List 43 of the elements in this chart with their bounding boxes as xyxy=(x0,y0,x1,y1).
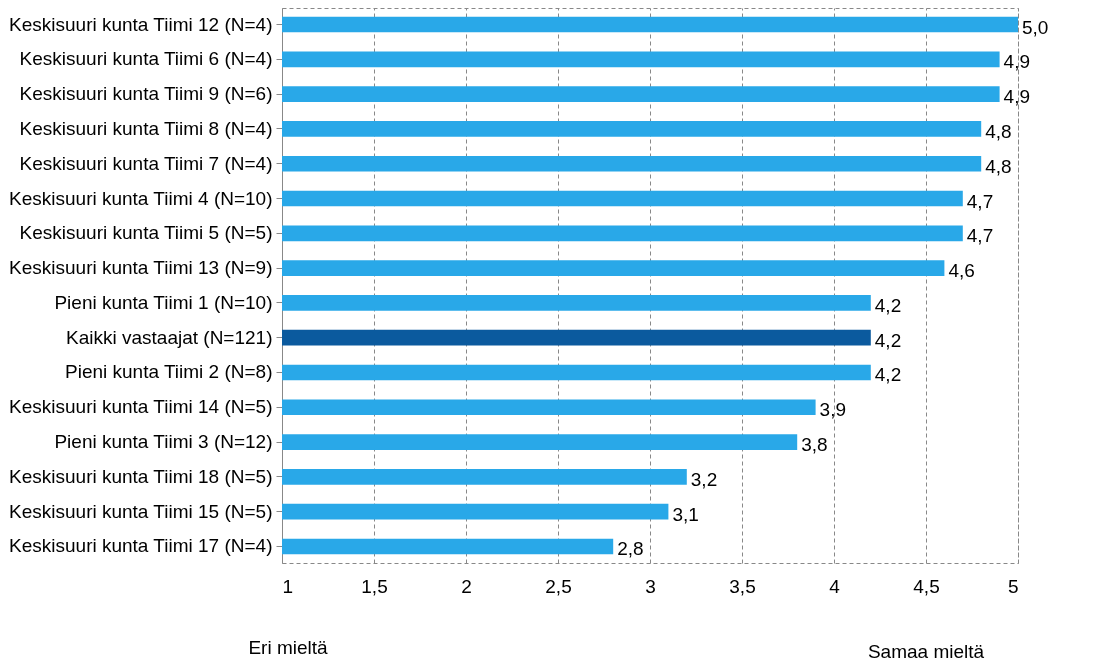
data-label: 4,9 xyxy=(1003,86,1031,108)
data-label: 4,7 xyxy=(966,190,994,212)
y-tick-label: Keskisuuri kunta Tiimi 4 (N=10) xyxy=(9,187,273,209)
data-label: 2,8 xyxy=(617,538,644,560)
data-label: 4,2 xyxy=(874,329,902,351)
y-tick-label: Keskisuuri kunta Tiimi 13 (N=9) xyxy=(9,257,273,279)
y-tick-label: Pieni kunta Tiimi 2 (N=8) xyxy=(65,361,273,383)
x-tick-label: 3 xyxy=(645,575,656,597)
x-tick-label: 4 xyxy=(829,575,841,597)
y-tick-label: Keskisuuri kunta Tiimi 8 (N=4) xyxy=(19,117,273,139)
x-tick-label: 2 xyxy=(461,575,472,597)
data-label: 3,9 xyxy=(819,399,847,421)
x-tick-label: 3,5 xyxy=(729,575,756,597)
y-tick-label: Kaikki vastaajat (N=121) xyxy=(66,326,273,348)
data-label: 3,1 xyxy=(672,503,699,525)
y-tick-label: Pieni kunta Tiimi 3 (N=12) xyxy=(54,431,273,453)
data-label: 4,7 xyxy=(966,225,994,247)
x-tick-label: 5 xyxy=(1007,575,1019,597)
data-label: 4,6 xyxy=(948,260,975,282)
data-label: 4,2 xyxy=(874,364,902,386)
data-label: 4,9 xyxy=(1003,51,1031,73)
data-label: 3,2 xyxy=(690,468,718,490)
y-tick-label: Keskisuuri kunta Tiimi 15 (N=5) xyxy=(9,500,273,522)
text: Samaa mieltä xyxy=(867,641,985,662)
y-tick-label: Keskisuuri kunta Tiimi 7 (N=4) xyxy=(19,152,273,174)
y-tick-label: Keskisuuri kunta Tiimi 12 (N=4) xyxy=(9,13,273,35)
y-tick-label: Keskisuuri kunta Tiimi 17 (N=4) xyxy=(9,535,273,557)
x-tick-label: 1,5 xyxy=(361,575,388,597)
y-tick-label: Keskisuuri kunta Tiimi 5 (N=5) xyxy=(19,222,273,244)
text: Eri mieltä xyxy=(248,637,329,658)
x-tick-label: 4,5 xyxy=(913,575,940,597)
y-tick-label: Keskisuuri kunta Tiimi 6 (N=4) xyxy=(19,48,273,70)
y-tick-label: Keskisuuri kunta Tiimi 18 (N=5) xyxy=(9,465,273,487)
y-tick-label: Keskisuuri kunta Tiimi 14 (N=5) xyxy=(9,396,273,418)
data-label: 4,8 xyxy=(985,155,1012,177)
data-label: 4,2 xyxy=(874,294,902,316)
data-label: 5,0 xyxy=(1022,16,1049,38)
x-tick-label: 1 xyxy=(282,575,294,597)
x-tick-label: 2,5 xyxy=(545,575,572,597)
data-label: 4,8 xyxy=(985,120,1012,142)
y-tick-label: Keskisuuri kunta Tiimi 9 (N=6) xyxy=(19,83,273,105)
data-label: 3,8 xyxy=(801,434,828,456)
y-tick-label: Pieni kunta Tiimi 1 (N=10) xyxy=(54,291,273,313)
